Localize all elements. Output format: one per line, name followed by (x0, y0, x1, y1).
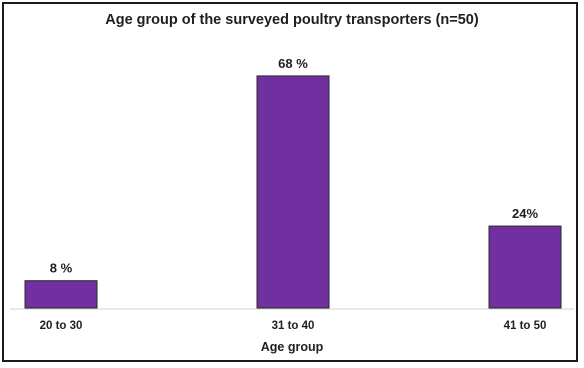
chart-title: Age group of the surveyed poultry transp… (105, 12, 479, 28)
x-tick-labels-group: 20 to 30 31 to 40 41 to 50 (40, 320, 547, 332)
data-label: 8 % (50, 261, 73, 276)
x-axis-label: Age group (261, 340, 324, 354)
bar-20-to-30 (24, 280, 98, 309)
data-label: 68 % (278, 56, 308, 71)
data-label: 24% (512, 206, 538, 221)
x-tick-label: 20 to 30 (40, 320, 83, 332)
data-labels-group: 8 % 68 % 24% (50, 56, 539, 276)
bar-41-to-50 (488, 225, 562, 309)
x-tick-label: 41 to 50 (504, 320, 547, 332)
bar-31-to-40 (256, 75, 330, 309)
x-tick-label: 31 to 40 (272, 320, 315, 332)
bars-group (24, 75, 562, 309)
